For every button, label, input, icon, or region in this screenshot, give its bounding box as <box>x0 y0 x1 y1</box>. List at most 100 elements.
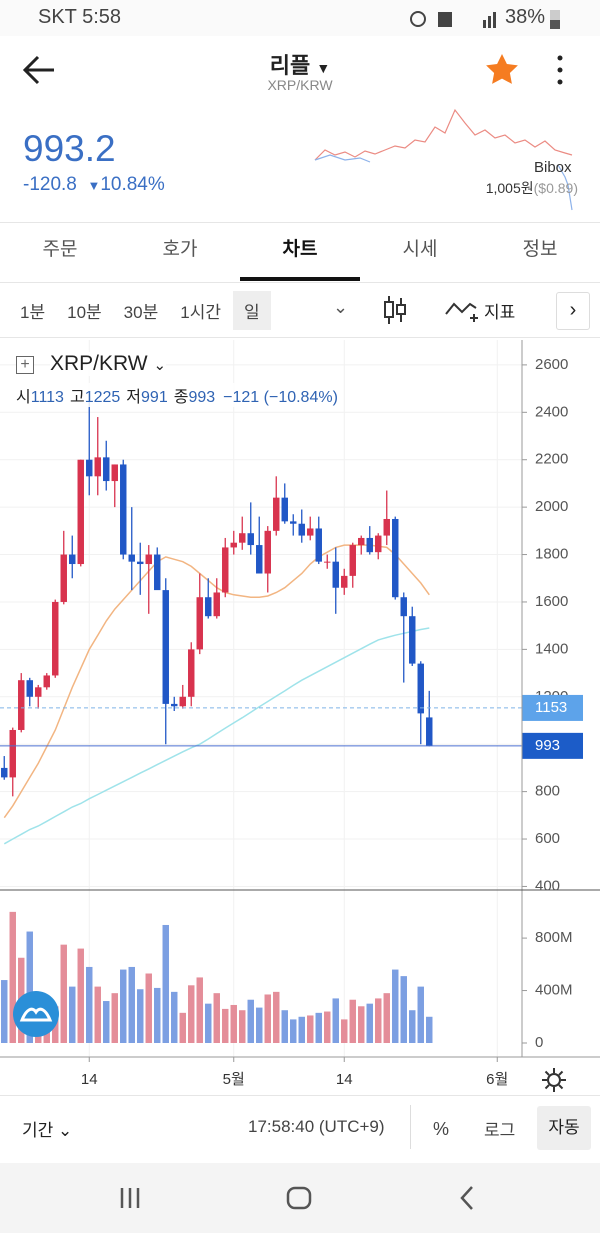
y-tick-label: 2000 <box>535 498 568 515</box>
period-label: 기간 <box>22 1121 54 1140</box>
tab-bar: 주문 호가 차트 시세 정보 <box>0 223 600 281</box>
volume-bar <box>69 986 76 1043</box>
volume-bar <box>392 969 399 1043</box>
divider <box>410 1105 411 1149</box>
candle-body <box>298 523 305 536</box>
volume-bar <box>179 1012 186 1043</box>
info-value: 1113 <box>30 389 64 406</box>
app-logo[interactable] <box>12 990 60 1038</box>
candle-body <box>213 592 220 617</box>
volume-bar <box>315 1012 322 1043</box>
candle-body <box>264 530 271 574</box>
chart-symbol[interactable]: XRP/KRW ⌄ <box>50 352 167 376</box>
percent-toggle[interactable]: % <box>433 1119 450 1139</box>
candle-body <box>26 680 33 697</box>
candle-body <box>128 554 135 562</box>
volume-bar <box>111 993 118 1043</box>
mini-chart <box>314 108 573 211</box>
moving-average <box>3 627 430 845</box>
battery-icon <box>550 10 560 29</box>
info-label: 시 <box>16 389 31 406</box>
volume-bar <box>196 977 203 1043</box>
candle-body <box>332 561 339 588</box>
reference-tag <box>522 694 583 721</box>
y-tick-label: 2600 <box>535 356 568 373</box>
candle-body <box>69 554 76 565</box>
x-tick-label: 5월 <box>223 1071 245 1088</box>
interval-button[interactable]: 일 <box>232 290 271 330</box>
volume-bar <box>256 1007 263 1043</box>
volume-bar <box>137 989 144 1043</box>
volume-bar <box>77 948 84 1043</box>
volume-bar <box>60 944 67 1043</box>
chart: 4006008001000120014001600180020002200240… <box>0 340 600 1088</box>
candle-body <box>349 545 356 576</box>
v-tick-label: 800M <box>535 929 573 946</box>
candle-body <box>77 459 84 565</box>
candle-body <box>154 554 161 591</box>
volume-bar <box>298 1016 305 1043</box>
settings-gear[interactable] <box>540 1066 568 1094</box>
candle-body <box>230 542 237 548</box>
y-tick-label: 1400 <box>535 640 568 657</box>
tab[interactable]: 주문 <box>42 239 78 260</box>
x-tick-label: 14 <box>336 1071 353 1088</box>
volume-bar <box>264 994 271 1043</box>
log-toggle[interactable]: 로그 <box>484 1121 516 1140</box>
candle-body <box>239 533 246 543</box>
candle-body <box>400 597 407 617</box>
add-button[interactable]: + <box>16 356 34 374</box>
candle-body <box>35 687 42 697</box>
volume-bar <box>171 991 178 1043</box>
volume-bar <box>375 998 382 1043</box>
volume-bar <box>120 969 127 1043</box>
exchange-price: 1,005원($0.89) <box>486 178 578 198</box>
candle-body <box>205 597 212 617</box>
interval-button[interactable]: 1분 <box>20 302 46 322</box>
usd-price: ($0.89) <box>533 180 578 196</box>
tab[interactable]: 차트 <box>240 223 360 281</box>
volume-bar <box>290 1019 297 1043</box>
menu-button[interactable] <box>550 52 570 88</box>
volume-bar <box>213 993 220 1043</box>
candle-body <box>60 554 67 602</box>
chart-type-button[interactable] <box>380 293 410 327</box>
divider <box>0 1095 600 1096</box>
symbol-text: XRP/KRW <box>50 352 148 375</box>
candle-body <box>426 717 433 746</box>
tab[interactable]: 정보 <box>522 239 558 260</box>
candle-body <box>341 575 348 588</box>
interval-bar: 1분 10분 30분 1시간 일 <box>0 290 271 330</box>
candle-body <box>188 649 195 697</box>
volume-bar <box>417 986 424 1043</box>
volume-bar <box>409 1010 416 1043</box>
period-select[interactable]: 기간 ⌄ <box>22 1121 73 1140</box>
plot-area <box>0 340 522 1057</box>
y-tick-label: 600 <box>535 830 560 847</box>
status-bar <box>0 0 600 36</box>
interval-dropdown[interactable]: ⌄ <box>333 297 349 317</box>
favorite-star[interactable] <box>484 52 520 88</box>
auto-toggle[interactable]: 자동 <box>537 1106 591 1150</box>
volume-bar <box>341 1019 348 1043</box>
candle-body <box>324 561 331 563</box>
indicator-label[interactable]: 지표 <box>484 303 516 322</box>
volume-bar <box>230 1004 237 1043</box>
volume-bar <box>383 993 390 1043</box>
more-button[interactable]: › <box>556 292 590 330</box>
tab[interactable]: 호가 <box>162 239 198 260</box>
v-tick-label: 400M <box>535 982 573 999</box>
volume-bar <box>154 987 161 1043</box>
divider <box>0 222 600 223</box>
info-value: 1225 <box>84 389 121 406</box>
volume-bar <box>349 999 356 1043</box>
interval-button[interactable]: 10분 <box>67 302 102 322</box>
indicator-icon[interactable] <box>444 296 480 328</box>
back-button[interactable] <box>22 52 58 88</box>
tab[interactable]: 시세 <box>402 239 438 260</box>
interval-button[interactable]: 30분 <box>123 302 159 322</box>
volume-bar <box>273 991 280 1043</box>
coin-title[interactable]: 리플 ▼ <box>0 48 600 80</box>
y-tick-label: 800 <box>535 783 560 800</box>
interval-button[interactable]: 1시간 <box>180 302 221 322</box>
